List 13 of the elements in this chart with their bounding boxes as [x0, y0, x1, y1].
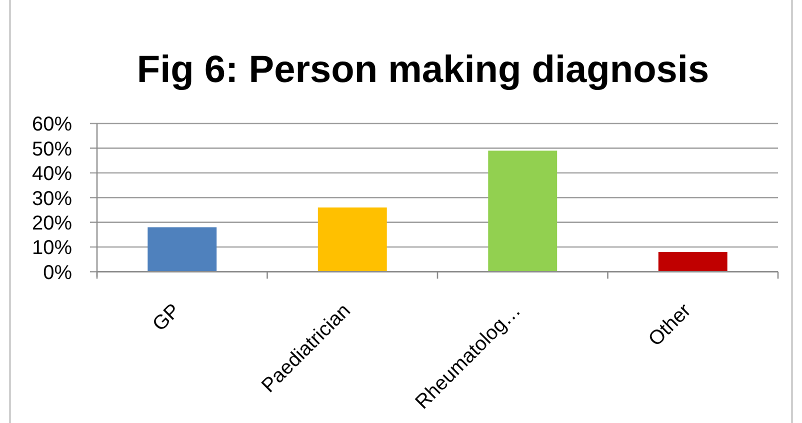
y-tick-label: 20%: [32, 212, 72, 234]
y-tick-label: 10%: [32, 237, 72, 260]
bar: [488, 150, 558, 272]
y-tick-label: 60%: [32, 114, 72, 136]
bar: [658, 252, 728, 272]
chart-title: Fig 6: Person making diagnosis: [136, 49, 710, 91]
bar: [148, 227, 217, 272]
x-tick-label: GP: [148, 300, 185, 336]
y-tick-label: 40%: [32, 163, 72, 186]
bar: [318, 207, 387, 272]
y-tick-label: 0%: [43, 262, 72, 284]
y-tick-label: 30%: [32, 188, 72, 210]
y-tick-label: 50%: [32, 138, 72, 160]
